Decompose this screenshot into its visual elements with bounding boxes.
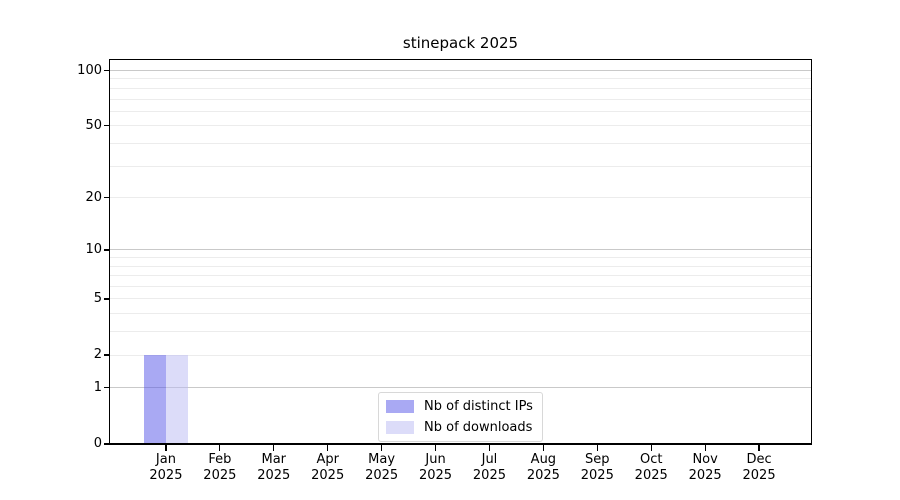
axis-spine-bottom <box>108 443 813 445</box>
x-tick-mark <box>165 444 167 451</box>
chart-title: stinepack 2025 <box>402 34 519 52</box>
legend-swatch-distinct-ips <box>386 400 414 413</box>
y-tick-mark <box>104 387 110 389</box>
legend-item-downloads: Nb of downloads <box>386 419 533 436</box>
y-tick-mark <box>104 69 110 72</box>
x-tick-label: Nov 2025 <box>688 452 722 483</box>
gridline-minor <box>110 298 811 300</box>
gridline-minor <box>110 265 811 267</box>
gridline-major <box>110 249 811 251</box>
gridline-minor <box>110 165 811 167</box>
y-tick-label: 5 <box>93 290 102 306</box>
y-tick-label: 1 <box>93 379 102 395</box>
gridline-minor <box>110 78 811 80</box>
legend-label-downloads: Nb of downloads <box>424 420 533 435</box>
bar-nb-of-downloads <box>165 355 188 444</box>
y-tick-label: 50 <box>85 117 102 133</box>
gridline-major <box>110 70 811 71</box>
plot-area <box>110 60 811 444</box>
x-tick-mark <box>704 444 706 451</box>
gridline-minor <box>110 142 811 144</box>
legend-label-distinct-ips: Nb of distinct IPs <box>424 399 533 414</box>
x-tick-label: May 2025 <box>365 452 399 483</box>
x-tick-mark <box>542 444 544 451</box>
gridline-minor <box>110 257 811 259</box>
gridline-minor <box>110 87 811 89</box>
bar-nb-of-distinct-ips <box>143 355 166 444</box>
gridline-minor <box>110 110 811 112</box>
gridline-minor <box>110 313 811 315</box>
x-tick-label: Aug 2025 <box>526 452 560 483</box>
x-tick-label: Jul 2025 <box>472 452 506 483</box>
x-tick-mark <box>758 444 760 451</box>
gridline-major <box>110 387 811 389</box>
gridline-minor <box>110 331 811 333</box>
axis-spine-top <box>108 58 813 60</box>
x-tick-mark <box>273 444 275 451</box>
x-tick-label: Apr 2025 <box>311 452 345 483</box>
gridline-minor <box>110 286 811 288</box>
axis-spine-right <box>811 60 813 446</box>
x-tick-mark <box>596 444 598 451</box>
gridline-minor <box>110 125 811 127</box>
x-tick-label: Jun 2025 <box>418 452 453 483</box>
y-tick-mark <box>104 249 110 251</box>
x-tick-label: Mar 2025 <box>257 452 291 483</box>
y-tick-label: 2 <box>93 347 102 363</box>
legend-item-distinct-ips: Nb of distinct IPs <box>386 398 533 415</box>
y-tick-label: 20 <box>85 189 102 205</box>
x-tick-mark <box>488 444 491 451</box>
y-tick-mark <box>104 354 110 356</box>
x-tick-label: Feb 2025 <box>203 452 237 483</box>
gridline-minor <box>110 354 811 356</box>
x-tick-label: Jan 2025 <box>149 452 183 483</box>
axis-spine-left <box>108 60 110 446</box>
y-tick-mark <box>104 125 110 127</box>
x-tick-mark <box>327 444 329 451</box>
x-tick-mark <box>219 444 221 451</box>
legend: Nb of distinct IPs Nb of downloads <box>378 392 543 442</box>
y-tick-label: 100 <box>77 62 102 78</box>
x-tick-mark <box>434 444 437 451</box>
y-tick-mark <box>104 443 110 445</box>
gridline-minor <box>110 197 811 199</box>
y-tick-label: 10 <box>85 241 102 257</box>
x-tick-mark <box>381 444 383 451</box>
gridline-minor <box>110 98 811 100</box>
y-tick-label: 0 <box>93 436 102 451</box>
x-tick-label: Sep 2025 <box>580 452 614 483</box>
y-tick-mark <box>104 298 110 300</box>
x-tick-mark <box>650 444 652 451</box>
gridline-minor <box>110 275 811 277</box>
x-tick-label: Oct 2025 <box>634 452 668 483</box>
legend-swatch-downloads <box>386 421 414 434</box>
y-tick-mark <box>104 197 110 199</box>
x-tick-label: Dec 2025 <box>742 452 776 483</box>
